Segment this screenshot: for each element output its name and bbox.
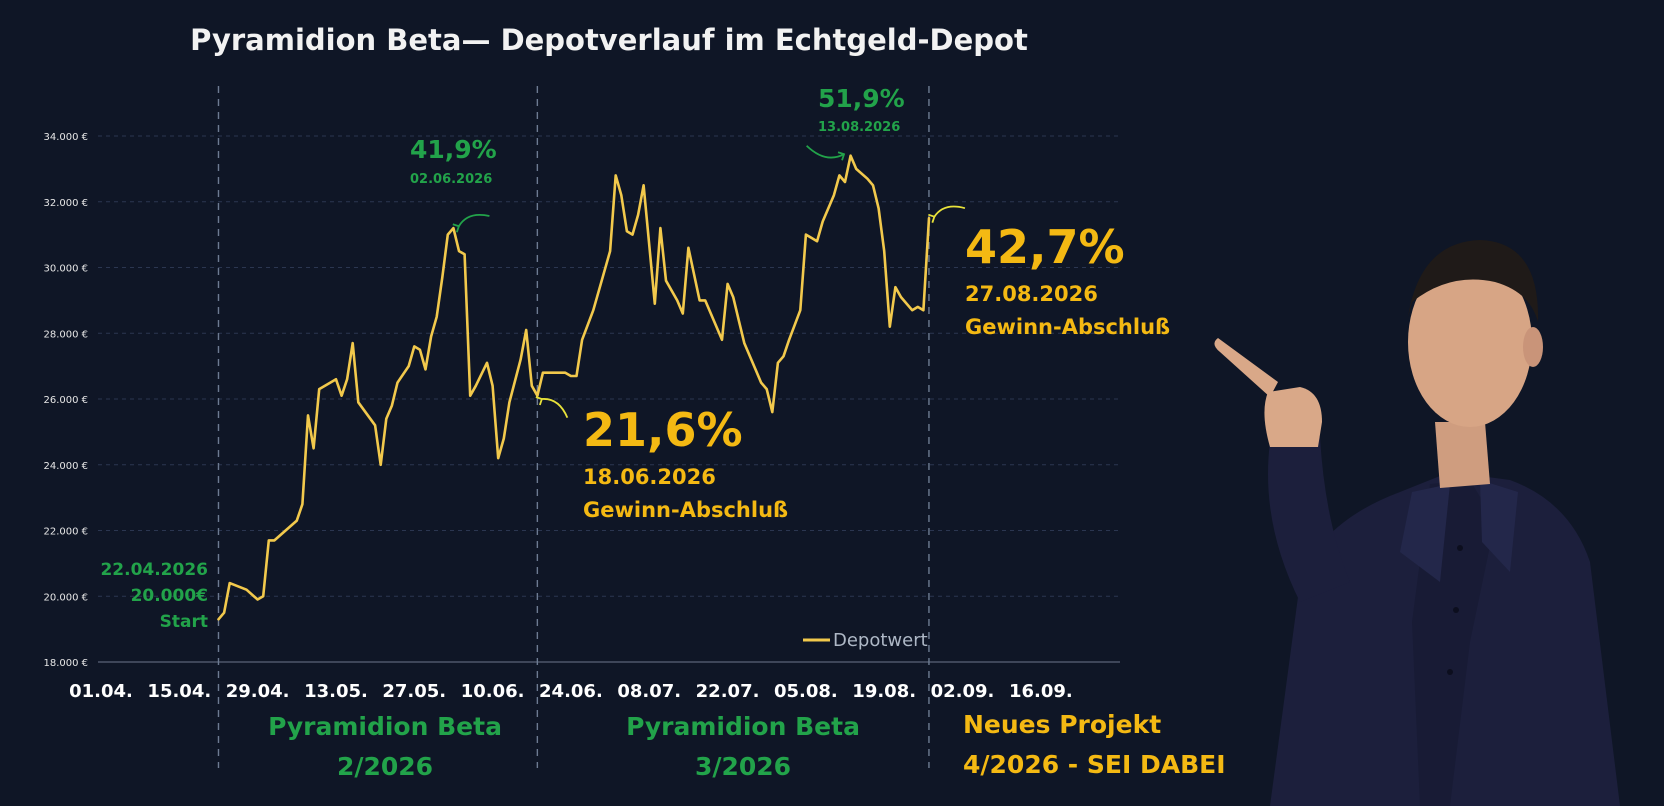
x-tick-label: 29.04. — [226, 681, 290, 702]
x-tick-label: 24.06. — [539, 681, 603, 702]
arrow-peak-2 — [806, 145, 845, 159]
phase-dividers — [217, 86, 930, 768]
y-tick-label: 20.000 € — [43, 592, 88, 603]
series-depotwert — [217, 154, 931, 621]
series-line-depotwert — [217, 154, 931, 621]
y-tick-label: 28.000 € — [43, 329, 88, 340]
chart-title: Pyramidion Beta— Depotverlauf im Echtgel… — [190, 23, 1028, 57]
x-tick-label: 01.04. — [69, 681, 133, 702]
x-tick-label: 27.05. — [382, 681, 446, 702]
phase-label-1-line1: Pyramidion Beta — [268, 712, 502, 741]
peak-percent-1: 41,9% — [410, 135, 497, 164]
y-tick-label: 22.000 € — [43, 527, 88, 538]
phase-label-2-line1: Pyramidion Beta — [626, 712, 860, 741]
arrow-peak-1-head — [452, 223, 460, 233]
start-word-label: Start — [160, 612, 208, 632]
arrow-peak-1 — [458, 213, 490, 227]
peak-date-1: 02.06.2026 — [410, 172, 492, 187]
peak-date-2: 13.08.2026 — [818, 120, 900, 135]
close-percent-2: 42,7% — [965, 220, 1125, 274]
legend-label-depotwert: Depotwert — [833, 630, 928, 651]
arrow-close-2-head — [928, 213, 936, 223]
phase-label-2-line2: 3/2026 — [695, 752, 791, 781]
phase-label-1-line2: 2/2026 — [337, 752, 433, 781]
presenter-photo — [1214, 240, 1620, 806]
y-axis-ticks: 18.000 € 20.000 € 22.000 € 24.000 € 26.000 €… — [43, 132, 88, 669]
x-tick-label: 08.07. — [617, 681, 681, 702]
y-tick-label: 24.000 € — [43, 461, 88, 472]
x-tick-label: 22.07. — [696, 681, 760, 702]
y-tick-label: 34.000 € — [43, 132, 88, 143]
x-tick-label: 02.09. — [931, 681, 995, 702]
start-amount-label: 20.000€ — [131, 586, 208, 606]
grid-lines — [98, 135, 1120, 663]
x-tick-label: 15.04. — [147, 681, 211, 702]
close-date-1: 18.06.2026 — [583, 465, 716, 489]
y-tick-label: 32.000 € — [43, 198, 88, 209]
arrow-close-1 — [541, 398, 569, 419]
arrow-close-1-head — [535, 396, 543, 406]
close-note-1: Gewinn-Abschluß — [583, 498, 788, 522]
y-tick-label: 30.000 € — [43, 264, 88, 275]
x-tick-label: 13.05. — [304, 681, 368, 702]
close-date-2: 27.08.2026 — [965, 282, 1098, 306]
x-tick-label: 10.06. — [461, 681, 525, 702]
x-axis-ticks: 01.04. 15.04. 29.04. 13.05. 27.05. 10.06. 24.0… — [69, 681, 1073, 702]
peak-percent-2: 51,9% — [818, 84, 905, 113]
y-tick-label: 26.000 € — [43, 395, 88, 406]
close-note-2: Gewinn-Abschluß — [965, 315, 1170, 339]
y-tick-label: 18.000 € — [43, 658, 88, 669]
x-tick-label: 16.09. — [1009, 681, 1073, 702]
annotation-arrows — [452, 145, 966, 419]
phase-label-3-line1: Neues Projekt — [963, 710, 1161, 739]
arrow-peak-2-head — [837, 151, 846, 161]
phase-label-3-line2: 4/2026 - SEI DABEI — [963, 750, 1226, 779]
x-tick-label: 05.08. — [774, 681, 838, 702]
x-tick-label: 19.08. — [852, 681, 916, 702]
close-percent-1: 21,6% — [583, 403, 743, 457]
arrow-close-2 — [933, 205, 966, 218]
start-date-label: 22.04.2026 — [100, 560, 208, 580]
